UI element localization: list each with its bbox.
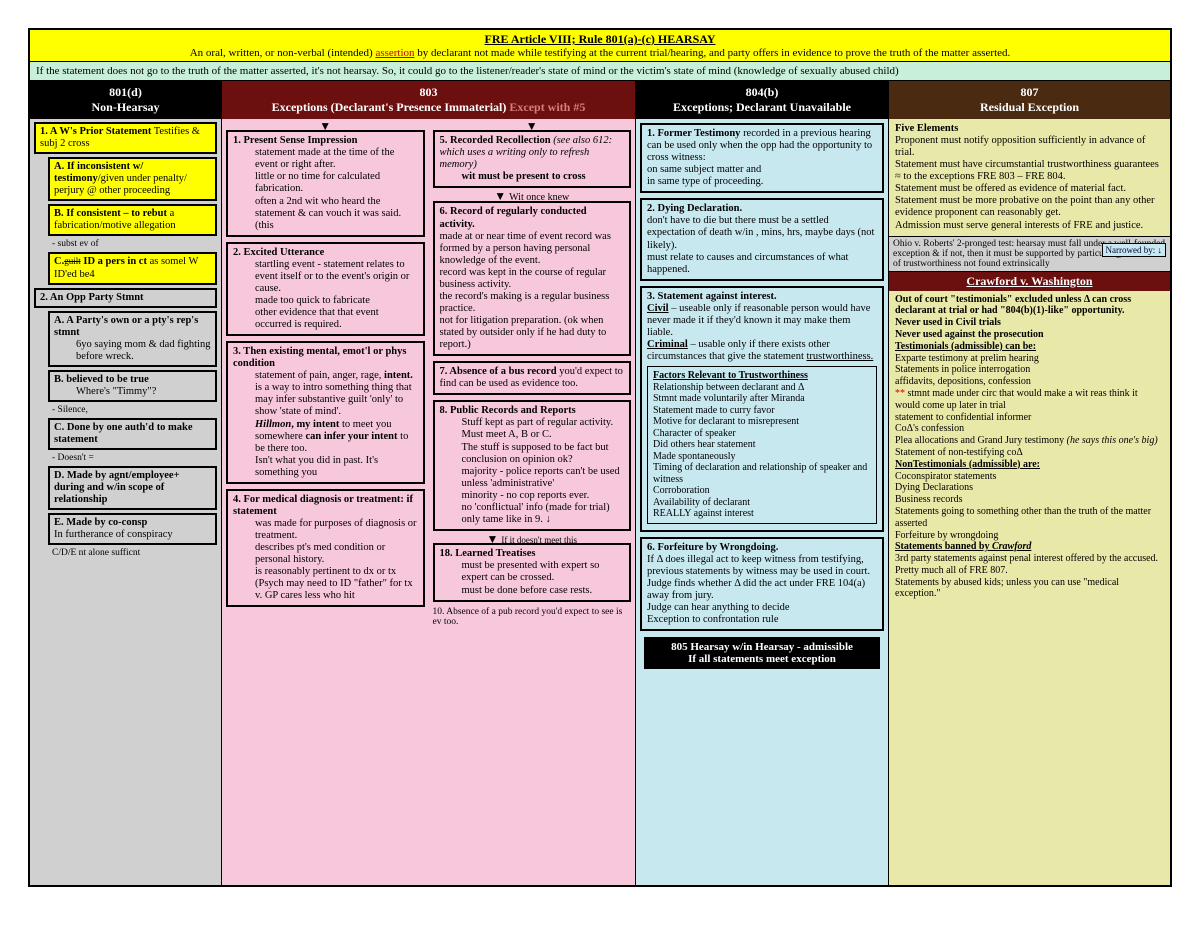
box-dying-declaration: 2. Dying Declaration.don't have to die b… [640,198,884,280]
box-inconsistent: A. If inconsistent w/ testimony/given un… [48,157,217,201]
hdr-807: 807Residual Exception [889,81,1170,119]
hdr-803: 803Exceptions (Declarant's Presence Imma… [222,81,636,119]
green-note: If the statement does not go to the trut… [30,62,1170,81]
trustworthiness-factors: Factors Relevant to Trustworthiness Rela… [647,366,877,524]
arrow-down-icon: ▼ Wit once knew [433,193,632,201]
main-title: FRE Article VIII; Rule 801(a)-(c) HEARSA… [36,32,1164,47]
box-learned-treatises: 18. Learned Treatisesmust be presented w… [433,543,632,601]
box-prior-statement: 1. A W's Prior Statement Testifies & sub… [34,122,217,154]
subtitle: An oral, written, or non-verbal (intende… [36,47,1164,59]
box-statement-against-interest: 3. Statement against interest. Civil – u… [640,286,884,532]
box-forfeiture: 6. Forfeiture by Wrongdoing.If Δ does il… [640,537,884,631]
col-803: ▼ 1. Present Sense Impressionstatement m… [222,119,636,885]
col-804: 1. Former Testimony recorded in a previo… [636,119,889,885]
box-authorized: C. Done by one auth'd to make statement [48,418,217,450]
box-medical-diagnosis: 4. For medical diagnosis or treatment: i… [226,489,425,608]
column-headers: 801(d)Non-Hearsay 803Exceptions (Declara… [30,81,1170,119]
box-coconsp: E. Made by co-conspIn furtherance of con… [48,513,217,545]
narrowed-badge: Narrowed by: ↓ [1102,243,1166,257]
crawford-body: Out of court "testimonials" excluded unl… [889,291,1170,604]
box-excited-utterance: 2. Excited Utterancestartling event - st… [226,242,425,336]
box-business-record: 6. Record of regularly conducted activit… [433,201,632,356]
box-id-person: C.guilt ID a pers in ct as somel W ID'ed… [48,252,217,284]
box-agent: D. Made by agnt/employee+ during and w/i… [48,466,217,510]
subst-ev: - subst ev of [30,239,221,249]
col-803-left: ▼ 1. Present Sense Impressionstatement m… [222,119,429,885]
hearsay-chart: FRE Article VIII; Rule 801(a)-(c) HEARSA… [28,28,1172,887]
col-801d: 1. A W's Prior Statement Testifies & sub… [30,119,222,885]
assertion-word: assertion [375,47,414,59]
box-absence-bus-record: 7. Absence of a bus record you'd expect … [433,361,632,395]
box-believed-true: B. believed to be trueWhere's "Timmy"? [48,370,217,402]
box-805: 805 Hearsay w/in Hearsay - admissibleIf … [644,637,880,669]
arrow-down-icon: ▼ [433,123,632,130]
box-consistent: B. If consistent – to rebut a fabricatio… [48,204,217,236]
col-807: Five Elements Proponent must notify oppo… [889,119,1170,885]
box-recorded-recollection: 5. Recorded Recollection (see also 612: … [433,130,632,188]
hdr-804: 804(b)Exceptions; Declarant Unavailable [636,81,889,119]
title-band: FRE Article VIII; Rule 801(a)-(c) HEARSA… [30,30,1170,62]
box-public-records: 8. Public Records and ReportsStuff kept … [433,400,632,531]
box-opp-party: 2. An Opp Party Stmnt [34,288,217,308]
crawford-header: Crawford v. Washington [889,272,1170,291]
col-803-right: ▼ 5. Recorded Recollection (see also 612… [429,119,636,885]
columns: 1. A W's Prior Statement Testifies & sub… [30,119,1170,885]
hdr-801d: 801(d)Non-Hearsay [30,81,222,119]
arrow-down-icon: ▼ If it doesn't meet this [433,536,632,543]
five-elements: Five Elements Proponent must notify oppo… [889,119,1170,236]
box-present-sense: 1. Present Sense Impressionstatement mad… [226,130,425,237]
box-absence-pub-record: 10. Absence of a pub record you'd expect… [433,607,632,627]
box-party-own: A. A Party's own or a pty's rep's stmnt6… [48,311,217,367]
box-former-testimony: 1. Former Testimony recorded in a previo… [640,123,884,193]
arrow-down-icon: ▼ [226,123,425,130]
ohio-roberts: Ohio v. Roberts' 2-pronged test: hearsay… [889,236,1170,272]
box-mental-condition: 3. Then existing mental, emot'l or phys … [226,341,425,484]
